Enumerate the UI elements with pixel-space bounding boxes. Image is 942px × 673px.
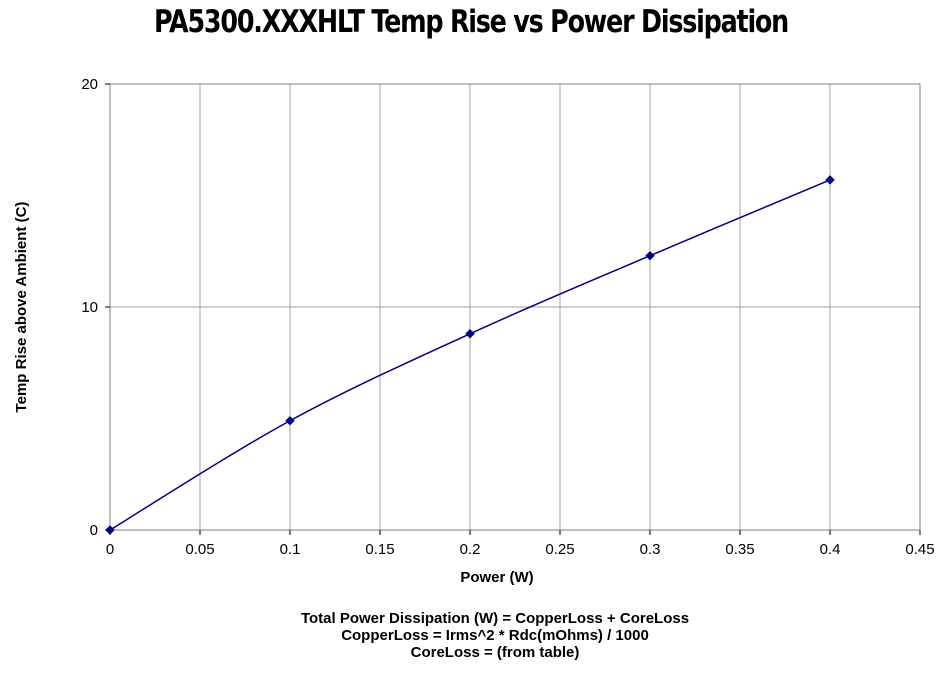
formula-notes: Total Power Dissipation (W) = CopperLoss…	[0, 610, 942, 661]
chart: 0 0.05 0.1 0.15 0.2 0.25 0.3 0.35 0.4 0.45 01020 …	[13, 76, 935, 586]
series-markers	[105, 175, 835, 535]
y-tick-label: 20	[81, 76, 98, 93]
x-tick-label: 0.15	[365, 541, 394, 558]
y-tick-label: 10	[81, 299, 98, 316]
note-copper-loss: CopperLoss = Irms^2 * Rdc(mOhms) / 1000	[341, 627, 649, 644]
y-tick-label: 0	[90, 522, 98, 539]
data-point-marker	[285, 416, 295, 426]
x-tick-label: 0.05	[185, 541, 214, 558]
x-axis-ticks: 0 0.05 0.1 0.15 0.2 0.25 0.3 0.35 0.4 0.45	[106, 530, 935, 558]
x-tick-label: 0.25	[545, 541, 574, 558]
x-tick-label: 0.2	[460, 541, 481, 558]
x-tick-label: 0.3	[640, 541, 661, 558]
data-point-marker	[105, 525, 115, 535]
x-tick-label: 0	[106, 541, 114, 558]
data-point-marker	[825, 175, 835, 185]
note-total-power: Total Power Dissipation (W) = CopperLoss…	[300, 610, 690, 627]
data-point-marker	[465, 329, 475, 339]
note-core-loss: CoreLoss = (from table)	[410, 644, 580, 661]
y-axis-ticks: 0 10 20	[81, 76, 110, 539]
x-tick-label: 0.4	[820, 541, 841, 558]
chart-title: PA5300.XXXHLT Temp Rise vs Power Dissipa…	[153, 4, 789, 40]
x-axis-label: Power (W)	[460, 569, 533, 586]
x-tick-label: 0.45	[905, 541, 934, 558]
x-tick-label: 0.35	[725, 541, 754, 558]
data-point-marker	[645, 251, 655, 261]
y-axis-label: Temp Rise above Ambient (C)	[13, 202, 30, 413]
x-tick-label: 0.1	[280, 541, 301, 558]
